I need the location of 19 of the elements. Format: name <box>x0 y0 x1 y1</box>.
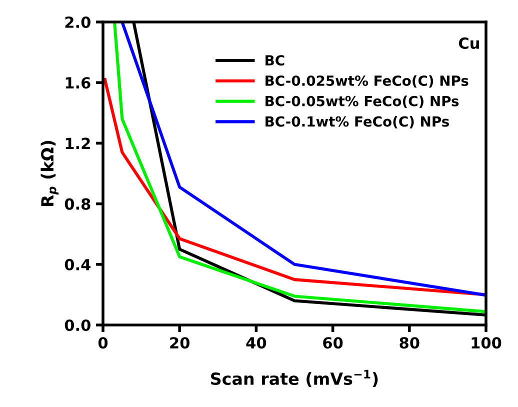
annotation: Cu <box>458 37 479 49</box>
y-tick-label: 0.8 <box>64 198 90 210</box>
x-tick-label: 20 <box>170 337 190 349</box>
x-tick-label: 80 <box>400 337 420 349</box>
x-tick-label: 60 <box>323 337 343 349</box>
y-axis-title: R$_{p}$ (kΩ) <box>40 140 59 206</box>
x-axis-title: Scan rate (mVs$^{−1}$) <box>211 370 378 387</box>
y-tick-label: 2.0 <box>65 16 90 28</box>
x-tick-label: 0 <box>98 337 108 349</box>
x-tick-label: 40 <box>246 337 266 349</box>
y-tick-label: 1.6 <box>66 77 90 89</box>
y-tick-label: 0.4 <box>64 258 90 270</box>
legend-label: BC-0.05wt% FeCo(C) NPs <box>266 96 459 108</box>
legend-label: BC <box>266 55 284 66</box>
y-tick-label: 1.2 <box>66 138 90 150</box>
x-tick-label: 100 <box>472 337 502 349</box>
legend-label: BC-0.025wt% FeCo(C) NPs <box>266 75 468 88</box>
y-tick-label: 0.0 <box>64 319 90 332</box>
legend-label: BC-0.1wt% FeCo(C) NPs <box>266 116 449 128</box>
